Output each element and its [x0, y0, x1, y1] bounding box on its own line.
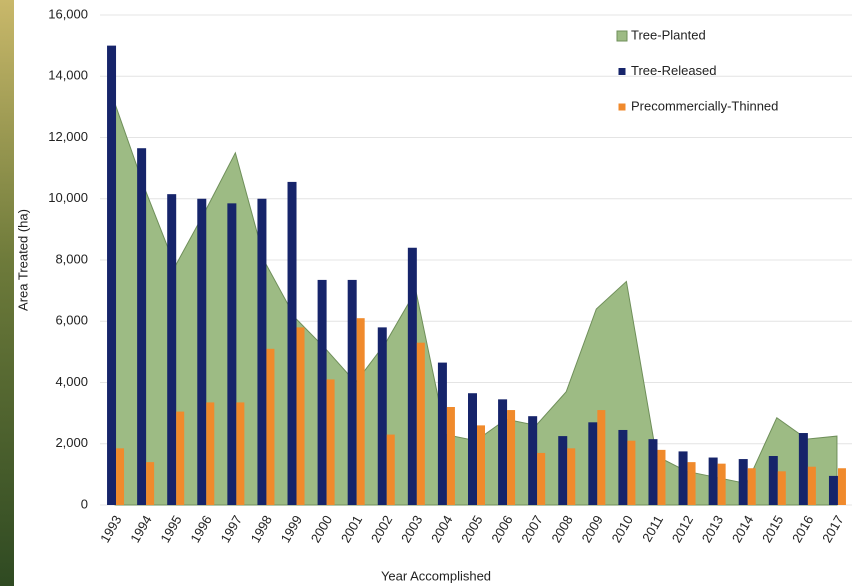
bar [266, 349, 274, 505]
legend-label: Tree-Released [631, 63, 717, 78]
bar [688, 462, 696, 505]
bar [146, 462, 154, 505]
bar [648, 439, 657, 505]
x-tick-label: 2005 [458, 513, 485, 546]
bar [297, 327, 305, 505]
bar [808, 467, 816, 505]
bar [778, 471, 786, 505]
x-axis-title: Year Accomplished [381, 568, 491, 583]
bar [838, 468, 846, 505]
y-tick-label: 16,000 [48, 6, 88, 21]
bar [236, 402, 244, 505]
x-tick-label: 2017 [819, 513, 846, 546]
bar [537, 453, 545, 505]
chart: Year Accomplished Area Treated (ha) 0 2,0… [0, 0, 856, 586]
bar [288, 182, 297, 505]
bar [357, 318, 365, 505]
bar [657, 450, 665, 505]
x-tick-label: 2016 [789, 513, 816, 546]
bar [227, 203, 236, 505]
bar [107, 46, 116, 505]
bar [408, 248, 417, 505]
legend-swatch [617, 31, 627, 41]
y-tick-label: 2,000 [55, 435, 88, 450]
bar [167, 194, 176, 505]
bar [597, 410, 605, 505]
bar [558, 436, 567, 505]
bar [468, 393, 477, 505]
bar [507, 410, 515, 505]
x-tick-label: 2002 [368, 513, 395, 546]
bar [257, 199, 266, 505]
x-tick-label: 2010 [609, 513, 636, 546]
bar [709, 458, 718, 505]
bar [498, 399, 507, 505]
bar [137, 148, 146, 505]
y-tick-label: 12,000 [48, 129, 88, 144]
y-tick-label: 8,000 [55, 251, 88, 266]
bar [116, 448, 124, 505]
x-tick-label: 2011 [639, 513, 666, 545]
x-tick-label: 2000 [308, 513, 335, 546]
bar [447, 407, 455, 505]
bar [567, 448, 575, 505]
bar [176, 412, 184, 505]
x-tick-label: 2008 [548, 513, 575, 546]
x-tick-label: 1997 [217, 513, 244, 546]
legend-label: Tree-Planted [631, 27, 706, 42]
bar [718, 464, 726, 505]
x-tick-label: 2003 [398, 513, 425, 546]
x-tick-label: 1996 [187, 513, 214, 546]
bar [618, 430, 627, 505]
y-tick-label: 6,000 [55, 313, 88, 328]
x-tick-label: 2007 [518, 513, 545, 546]
y-tick-label: 0 [81, 496, 88, 511]
legend-swatch [619, 68, 626, 75]
y-tick-label: 4,000 [55, 374, 88, 389]
bar [417, 343, 425, 505]
x-tick-label: 2015 [759, 513, 786, 546]
x-tick-label: 2014 [729, 513, 756, 546]
bar [327, 379, 335, 505]
bar [477, 425, 485, 505]
photo-strip [0, 0, 14, 586]
x-tick-label: 1993 [97, 513, 124, 546]
x-tick-label: 1994 [127, 513, 154, 546]
bar [348, 280, 357, 505]
bar [588, 422, 597, 505]
x-tick-label: 1999 [278, 513, 305, 546]
bar [318, 280, 327, 505]
y-tick-label: 10,000 [48, 190, 88, 205]
bar [829, 476, 838, 505]
y-axis-title: Area Treated (ha) [15, 209, 30, 311]
bar [799, 433, 808, 505]
bar [748, 468, 756, 505]
x-tick-label: 2001 [338, 513, 365, 546]
y-tick-label: 14,000 [48, 68, 88, 83]
bar [679, 451, 688, 505]
bar [739, 459, 748, 505]
x-tick-label: 2006 [488, 513, 515, 546]
x-tick-label: 2013 [699, 513, 726, 546]
x-tick-label: 2012 [669, 513, 696, 546]
legend-swatch [619, 104, 626, 111]
x-tick-label: 2009 [578, 513, 605, 546]
x-tick-label: 1998 [248, 513, 275, 546]
bar [387, 435, 395, 505]
bar [438, 363, 447, 505]
bar [197, 199, 206, 505]
bar [206, 402, 214, 505]
legend-label: Precommercially-Thinned [631, 98, 778, 113]
x-tick-label: 2004 [428, 513, 455, 546]
x-tick-label: 1995 [157, 513, 184, 546]
bar [769, 456, 778, 505]
bar [378, 327, 387, 505]
bar [627, 441, 635, 505]
bar [528, 416, 537, 505]
